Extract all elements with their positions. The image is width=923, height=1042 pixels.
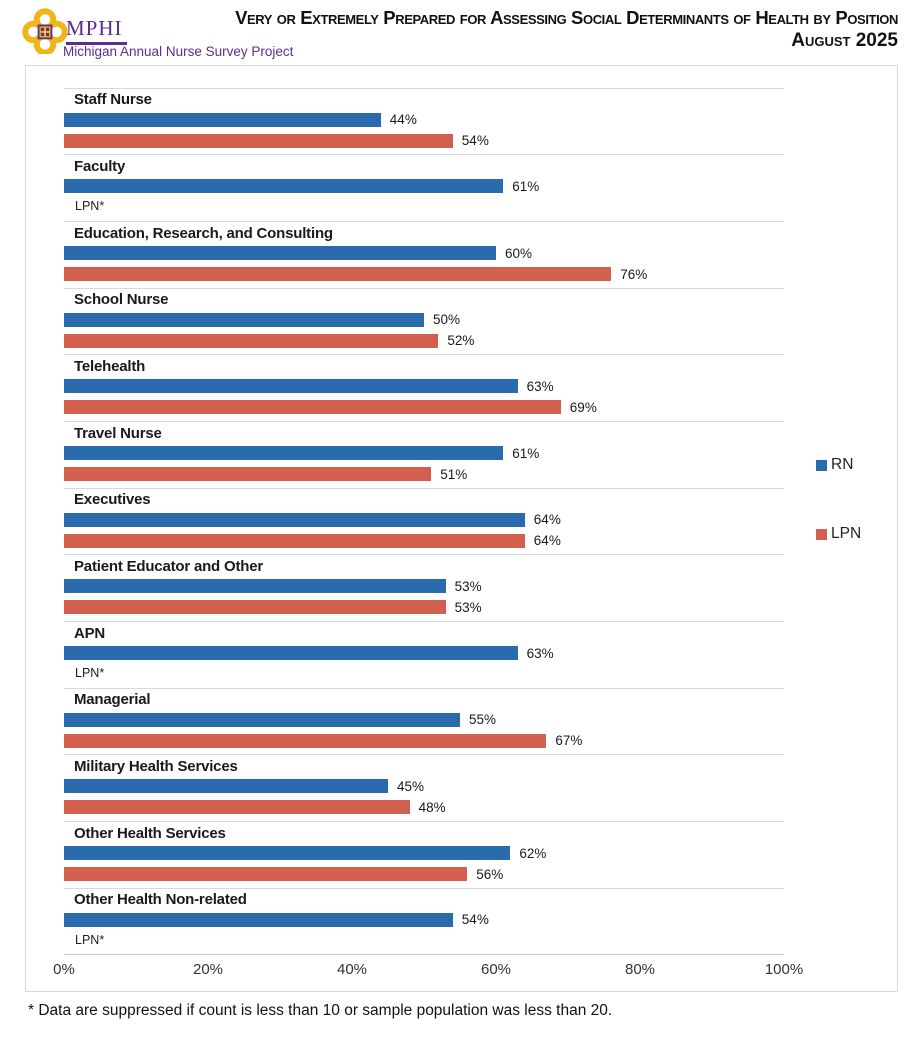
chart-title: Very or Extremely Prepared for Assessing…: [235, 7, 898, 28]
category-separator: [64, 754, 784, 756]
mphi-logo-block: MPHI Michigan Annual Nurse Survey Projec…: [22, 6, 322, 59]
category-label: Other Health Services: [74, 824, 226, 842]
rn-bar: [64, 779, 388, 794]
rn-value-label: 61%: [512, 445, 540, 461]
lpn-suppressed-label: LPN*: [75, 199, 105, 214]
lpn-value-label: 56%: [476, 866, 504, 882]
x-tick-label: 100%: [764, 961, 804, 978]
x-tick-label: 60%: [480, 961, 512, 978]
category-separator: [64, 221, 784, 223]
lpn-value-label: 52%: [447, 333, 475, 349]
rn-bar: [64, 312, 424, 327]
rn-legend-swatch: [816, 459, 827, 471]
rn-bar: [64, 246, 496, 261]
rn-bar: [64, 446, 504, 461]
category-label: Other Health Non-related: [74, 891, 247, 909]
lpn-value-label: 54%: [461, 133, 489, 149]
lpn-legend-label: LPN: [831, 525, 862, 542]
category-label: Education, Research, and Consulting: [74, 224, 333, 242]
lpn-value-label: 69%: [569, 399, 597, 415]
rn-value-label: 61%: [512, 178, 540, 194]
category-separator: [64, 487, 784, 489]
rn-value-label: 45%: [397, 778, 425, 794]
category-label: School Nurse: [74, 291, 169, 309]
lpn-bar: [64, 800, 410, 815]
rn-value-label: 63%: [526, 378, 554, 394]
category-separator: [64, 821, 784, 823]
x-tick-label: 40%: [336, 961, 368, 978]
lpn-bar: [64, 333, 439, 348]
category-label: APN: [74, 624, 106, 642]
lpn-bar: [64, 733, 547, 748]
lpn-value-label: 51%: [440, 466, 468, 482]
x-tick-label: 0%: [53, 961, 75, 978]
lpn-bar: [64, 467, 432, 482]
org-tagline: Michigan Annual Nurse Survey Project: [63, 44, 294, 59]
lpn-bar: [64, 400, 561, 415]
rn-bar: [64, 579, 446, 594]
lpn-value-label: 67%: [555, 733, 583, 749]
lpn-bar: [64, 600, 446, 615]
category-separator: [64, 621, 784, 623]
chart-title-block: Very or Extremely Prepared for Assessing…: [150, 7, 898, 52]
rn-value-label: 54%: [461, 912, 489, 928]
lpn-bar: [64, 533, 525, 548]
footnote: * Data are suppressed if count is less t…: [28, 1002, 613, 1019]
category-label: Managerial: [74, 691, 151, 709]
category-label: Faculty: [74, 157, 126, 175]
chart-area: Staff Nurse 44% 54% Faculty 61% LPN* Education…: [25, 65, 898, 992]
category-separator: [64, 687, 784, 689]
rn-value-label: 44%: [389, 112, 417, 128]
rn-value-label: 50%: [433, 312, 461, 328]
category-label: Executives: [74, 491, 151, 509]
rn-bar: [64, 379, 518, 394]
x-tick-label: 80%: [624, 961, 656, 978]
lpn-value-label: 64%: [533, 533, 561, 549]
rn-bar: [64, 712, 460, 727]
category-separator: [64, 554, 784, 556]
category-separator: [64, 354, 784, 356]
lpn-bar: [64, 867, 468, 882]
rn-value-label: 55%: [469, 712, 497, 728]
x-tick-label: 20%: [192, 961, 224, 978]
rn-value-label: 60%: [505, 245, 533, 261]
lpn-value-label: 76%: [620, 266, 648, 282]
rn-bar: [64, 912, 453, 927]
rn-value-label: 53%: [454, 578, 482, 594]
rn-bar: [64, 112, 381, 127]
category-separator: [64, 287, 784, 289]
rn-legend-label: RN: [831, 456, 854, 473]
lpn-suppressed-label: LPN*: [75, 666, 105, 681]
rn-bar: [64, 512, 525, 527]
lpn-value-label: 48%: [418, 799, 446, 815]
category-label: Military Health Services: [74, 757, 238, 775]
org-name: MPHI: [66, 16, 127, 45]
legend-item-rn: RN: [816, 456, 853, 474]
lpn-bar: [64, 267, 612, 282]
rn-value-label: 63%: [526, 645, 554, 661]
lpn-legend-swatch: [816, 528, 827, 540]
category-separator: [64, 421, 784, 423]
lpn-suppressed-label: LPN*: [75, 932, 105, 947]
lpn-value-label: 53%: [454, 599, 482, 615]
category-separator: [64, 154, 784, 156]
chart-date: August 2025: [791, 30, 898, 51]
rn-bar: [64, 646, 518, 661]
rn-bar: [64, 846, 511, 861]
rn-bar: [64, 179, 504, 194]
category-label: Staff Nurse: [74, 91, 152, 109]
rn-value-label: 62%: [519, 845, 547, 861]
mphi-knot-icon: [22, 8, 68, 54]
legend-item-lpn: LPN: [816, 525, 861, 543]
category-label: Telehealth: [74, 357, 146, 375]
category-label: Travel Nurse: [74, 424, 162, 442]
category-separator: [64, 887, 784, 889]
x-axis-line: [64, 954, 784, 955]
rn-value-label: 64%: [533, 512, 561, 528]
category-separator: [64, 87, 784, 89]
lpn-bar: [64, 133, 453, 148]
category-label: Patient Educator and Other: [74, 557, 263, 575]
